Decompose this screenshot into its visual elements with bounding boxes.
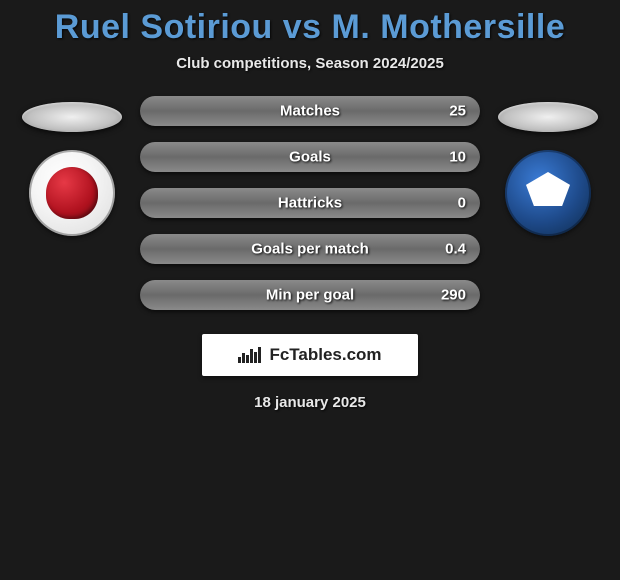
brand-text: FcTables.com — [269, 345, 381, 365]
stat-bars: Matches 25 Goals 10 Hattricks 0 Goals per matc… — [140, 96, 480, 310]
brand-icon — [238, 347, 261, 363]
stat-label: Min per goal — [266, 287, 354, 304]
content-row: Matches 25 Goals 10 Hattricks 0 Goals per matc… — [0, 96, 620, 310]
stat-bar: Min per goal 290 — [140, 280, 480, 310]
stat-label: Goals — [289, 149, 331, 166]
right-player-silhouette — [498, 102, 598, 132]
date-label: 18 january 2025 — [0, 394, 620, 411]
left-player-silhouette — [22, 102, 122, 132]
stat-bar: Hattricks 0 — [140, 188, 480, 218]
stat-label: Goals per match — [251, 241, 369, 258]
left-side — [22, 96, 122, 236]
stat-value: 0.4 — [445, 241, 466, 258]
right-team-badge — [505, 150, 591, 236]
page-title: Ruel Sotiriou vs M. Mothersille — [0, 8, 620, 47]
stat-bar: Matches 25 — [140, 96, 480, 126]
comparison-card: Ruel Sotiriou vs M. Mothersille Club com… — [0, 0, 620, 411]
stat-value: 290 — [441, 287, 466, 304]
subtitle: Club competitions, Season 2024/2025 — [0, 55, 620, 72]
stat-bar: Goals per match 0.4 — [140, 234, 480, 264]
brand-logo: FcTables.com — [202, 334, 418, 376]
stat-value: 25 — [449, 103, 466, 120]
stat-value: 10 — [449, 149, 466, 166]
stat-bar: Goals 10 — [140, 142, 480, 172]
right-side — [498, 96, 598, 236]
stat-label: Matches — [280, 103, 340, 120]
left-team-badge — [29, 150, 115, 236]
stat-value: 0 — [458, 195, 466, 212]
stat-label: Hattricks — [278, 195, 342, 212]
